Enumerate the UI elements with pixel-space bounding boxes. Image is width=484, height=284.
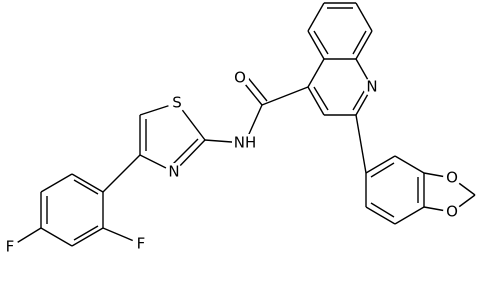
- bonds: [9, 2, 476, 248]
- atom-label: O: [446, 203, 458, 221]
- atom-label: O: [234, 69, 246, 87]
- atom-label: N: [366, 78, 377, 96]
- atom-label: NH: [234, 134, 257, 152]
- atom-label: N: [168, 163, 179, 181]
- atom-label: O: [446, 169, 458, 187]
- atom-label: F: [137, 235, 146, 253]
- atom-label: F: [6, 238, 15, 256]
- atom-label: S: [172, 94, 182, 112]
- atom-masks: [1, 69, 461, 256]
